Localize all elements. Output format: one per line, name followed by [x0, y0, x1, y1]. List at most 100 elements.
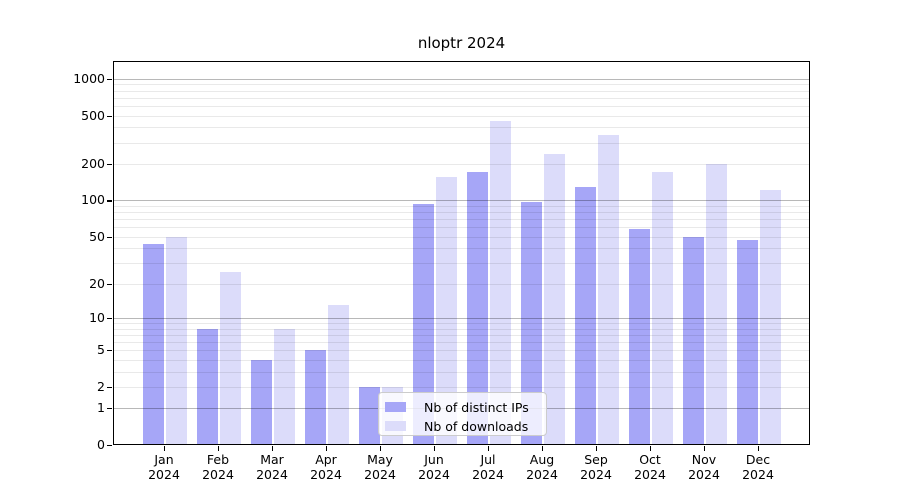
x-label-month: Jan — [154, 452, 174, 467]
x-tick-jul — [488, 446, 490, 451]
bar-downloads-nov — [706, 163, 727, 445]
x-tick-apr — [326, 446, 328, 451]
gridline-minor-80 — [113, 212, 810, 214]
y-label-200: 200 — [81, 155, 105, 171]
x-label-year: 2024 — [256, 467, 288, 482]
x-label-month: Apr — [315, 452, 337, 467]
x-label-month: Oct — [639, 452, 661, 467]
y-label-1000: 1000 — [73, 70, 105, 86]
x-tick-sep — [596, 446, 598, 451]
x-tick-aug — [542, 446, 544, 451]
y-label-0: 0 — [97, 437, 105, 452]
y-label-5: 5 — [97, 342, 105, 358]
y-tick-200 — [107, 163, 112, 166]
x-label-sep: Sep 2024 — [568, 452, 624, 482]
bar-distinct-ips-sep — [575, 186, 596, 445]
downloads-swatch — [385, 421, 406, 431]
gridline-minor-90 — [113, 205, 810, 207]
x-label-year: 2024 — [202, 467, 234, 482]
bar-downloads-jan — [166, 236, 187, 445]
x-label-jan: Jan 2024 — [136, 452, 192, 482]
bar-distinct-ips-nov — [683, 236, 704, 445]
x-label-month: Dec — [745, 452, 771, 467]
x-tick-oct — [650, 446, 652, 451]
gridline-major-100 — [113, 200, 810, 202]
y-tick-500 — [107, 115, 112, 117]
bar-distinct-ips-dec — [737, 239, 758, 445]
bar-distinct-ips-may — [359, 386, 380, 445]
bar-downloads-jul — [490, 121, 511, 445]
x-label-year: 2024 — [418, 467, 450, 482]
gridline-minor-800 — [113, 90, 810, 92]
bar-downloads-dec — [760, 189, 781, 445]
plot-area — [113, 61, 810, 445]
x-label-month: Feb — [206, 452, 230, 467]
legend-label-distinct-ips: Nb of distinct IPs — [424, 399, 529, 415]
y-label-100: 100 — [81, 192, 105, 208]
x-label-year: 2024 — [310, 467, 342, 482]
x-label-year: 2024 — [742, 467, 774, 482]
bar-downloads-aug — [544, 154, 565, 445]
x-label-month: Nov — [691, 452, 717, 467]
legend-label-downloads: Nb of downloads — [424, 418, 529, 434]
x-label-month: May — [367, 452, 393, 467]
y-tick-1000 — [107, 78, 112, 80]
x-tick-may — [380, 446, 382, 451]
x-tick-mar — [272, 446, 274, 451]
y-label-1: 1 — [97, 400, 105, 416]
gridline-minor-700 — [113, 97, 810, 99]
gridline-minor-600 — [113, 105, 810, 107]
y-label-10: 10 — [89, 309, 105, 325]
y-tick-0 — [107, 445, 112, 447]
legend-item-downloads: Nb of downloads — [385, 418, 546, 434]
y-tick-2 — [107, 386, 112, 388]
y-label-50: 50 — [89, 228, 105, 244]
x-label-may: May 2024 — [352, 452, 408, 482]
x-label-year: 2024 — [364, 467, 396, 482]
gridline-minor-300 — [113, 142, 810, 144]
bar-distinct-ips-oct — [629, 228, 650, 445]
gridline-minor-30 — [113, 262, 810, 264]
x-tick-feb — [218, 446, 220, 451]
bar-downloads-mar — [274, 328, 295, 445]
gridline-minor-5 — [113, 350, 810, 352]
x-tick-dec — [758, 446, 760, 451]
legend-item-distinct-ips: Nb of distinct IPs — [385, 399, 546, 415]
y-label-20: 20 — [89, 275, 105, 291]
bar-distinct-ips-jun — [413, 204, 434, 445]
bar-downloads-jun — [436, 177, 457, 445]
x-label-month: Jul — [480, 452, 496, 467]
y-tick-20 — [107, 283, 112, 285]
gridline-minor-400 — [113, 127, 810, 129]
x-label-jul: Jul 2024 — [460, 452, 516, 482]
x-label-year: 2024 — [634, 467, 666, 482]
y-label-2: 2 — [97, 378, 105, 394]
gridline-minor-60 — [113, 227, 810, 229]
gridline-major-10 — [113, 317, 810, 319]
distinct-ips-swatch — [385, 402, 406, 412]
x-label-aug: Aug 2024 — [514, 452, 570, 482]
x-tick-jan — [164, 446, 166, 451]
bar-downloads-feb — [220, 272, 241, 445]
y-label-500: 500 — [81, 107, 105, 123]
bar-distinct-ips-aug — [521, 201, 542, 445]
bar-distinct-ips-feb — [197, 328, 218, 445]
gridline-minor-20 — [113, 283, 810, 285]
x-label-year: 2024 — [472, 467, 504, 482]
x-label-year: 2024 — [148, 467, 180, 482]
x-label-month: Mar — [260, 452, 284, 467]
gridline-minor-7 — [113, 334, 810, 336]
bar-distinct-ips-mar — [251, 359, 272, 445]
x-label-dec: Dec 2024 — [730, 452, 786, 482]
x-label-apr: Apr 2024 — [298, 452, 354, 482]
gridline-major-1000 — [113, 78, 810, 80]
bar-downloads-apr — [328, 305, 349, 445]
y-tick-50 — [107, 236, 112, 238]
x-label-nov: Nov 2024 — [676, 452, 732, 482]
bar-distinct-ips-jul — [467, 172, 488, 445]
gridline-minor-900 — [113, 84, 810, 86]
x-label-year: 2024 — [580, 467, 612, 482]
x-label-jun: Jun 2024 — [406, 452, 462, 482]
bar-distinct-ips-jan — [143, 244, 164, 445]
